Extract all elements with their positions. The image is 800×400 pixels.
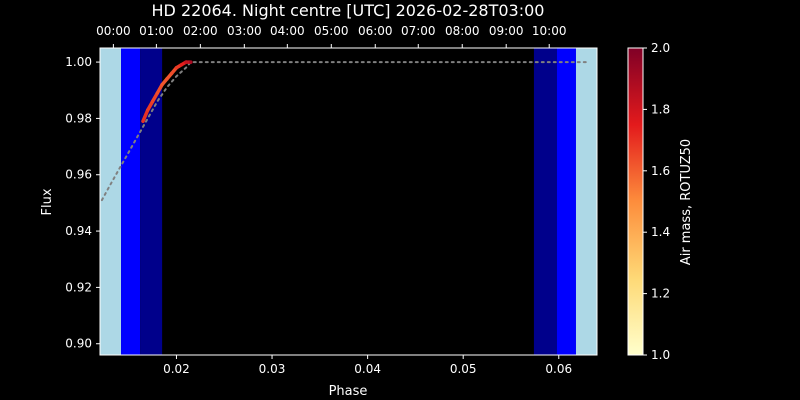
top-tick-label: 01:00 xyxy=(139,24,174,38)
twilight-bands xyxy=(100,48,597,355)
observed-point xyxy=(165,77,169,81)
model-curve xyxy=(100,61,589,202)
observed-point xyxy=(146,108,150,112)
top-tick-label: 02:00 xyxy=(183,24,218,38)
plot-frame xyxy=(99,47,598,356)
top-tick-label: 05:00 xyxy=(314,24,349,38)
colorbar-tick-label: 1.8 xyxy=(651,102,670,116)
observed-point xyxy=(170,71,174,75)
top-tick-label: 10:00 xyxy=(532,24,567,38)
observed-point xyxy=(160,83,164,87)
top-tick-label: 08:00 xyxy=(445,24,480,38)
top-tick-label: 00:00 xyxy=(96,24,131,38)
observed-point xyxy=(179,63,183,67)
twilight-band-day xyxy=(575,48,597,355)
observed-point xyxy=(141,119,145,123)
twilight-band-civil xyxy=(556,48,576,355)
x-tick-label: 0.02 xyxy=(163,362,190,376)
model-curve-line xyxy=(100,61,589,202)
y-axis-label: Flux xyxy=(40,188,55,215)
twilight-band-day xyxy=(100,48,122,355)
y-tick-label: 0.96 xyxy=(65,168,92,182)
colorbar-tick-label: 1.2 xyxy=(651,287,670,301)
colorbar-tick-label: 1.0 xyxy=(651,348,670,362)
top-time-axis: 00:00 01:00 02:00 03:00 04:00 05:00 06:00 07:00… xyxy=(96,24,567,48)
observed-point xyxy=(184,60,188,64)
colorbar-tick-label: 1.4 xyxy=(651,225,670,239)
colorbar-ticks: 1.0 1.2 1.4 1.6 1.8 2.0 xyxy=(643,41,670,362)
y-tick-label: 0.90 xyxy=(65,337,92,351)
y-tick-label: 0.92 xyxy=(65,280,92,294)
y-tick-label: 0.98 xyxy=(65,111,92,125)
twilight-band-civil xyxy=(121,48,141,355)
top-tick-label: 04:00 xyxy=(270,24,305,38)
top-tick-label: 06:00 xyxy=(358,24,393,38)
observed-points xyxy=(141,60,193,123)
colorbar-tick-label: 2.0 xyxy=(651,41,670,55)
x-tick-label: 0.05 xyxy=(450,362,477,376)
observed-segment xyxy=(141,108,150,123)
colorbar xyxy=(627,47,644,356)
twilight-band-nautical xyxy=(140,48,163,355)
x-tick-label: 0.04 xyxy=(354,362,381,376)
colorbar-tick-label: 1.6 xyxy=(651,164,670,178)
x-axis: 0.02 0.03 0.04 0.05 0.06 xyxy=(163,355,572,376)
plot-area xyxy=(100,48,597,355)
observed-point xyxy=(174,66,179,70)
y-tick-label: 1.00 xyxy=(65,55,92,69)
x-axis-label: Phase xyxy=(329,384,368,399)
colorbar-label: Air mass, ROTUZ50 xyxy=(679,139,694,265)
x-tick-label: 0.03 xyxy=(259,362,286,376)
observed-point xyxy=(155,91,159,95)
chart-title: HD 22064. Night centre [UTC] 2026-02-28T… xyxy=(152,1,545,20)
top-tick-label: 09:00 xyxy=(489,24,524,38)
y-axis: 0.90 0.92 0.94 0.96 0.98 1.00 xyxy=(65,55,100,351)
observed-point xyxy=(150,99,155,104)
twilight-band-nautical xyxy=(533,48,557,355)
observed-point xyxy=(189,60,193,64)
top-tick-label: 03:00 xyxy=(227,24,262,38)
x-tick-label: 0.06 xyxy=(545,362,572,376)
y-tick-label: 0.94 xyxy=(65,224,92,238)
top-tick-label: 07:00 xyxy=(401,24,436,38)
